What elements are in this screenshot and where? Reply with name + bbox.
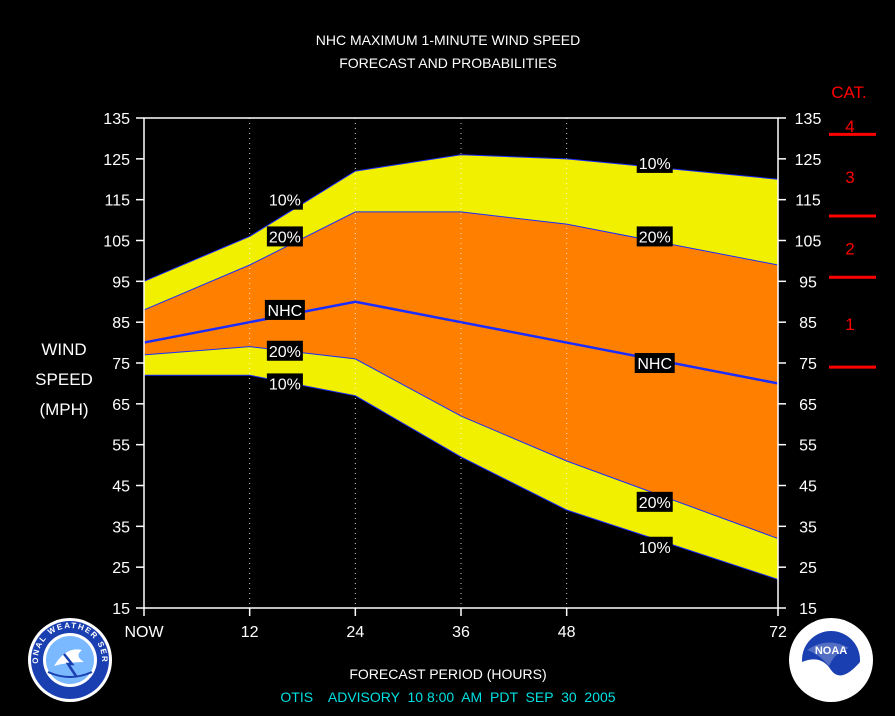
line-label-box-5 [636,152,673,173]
line-label-box-6 [636,226,673,247]
line-label-6: 20% [639,229,671,246]
line-label-8: 20% [639,495,671,512]
x-axis-label: FORECAST PERIOD (HOURS) [349,666,546,682]
y-tick-label-right-85: 85 [799,315,817,332]
y-tick-label-right-95: 95 [799,274,817,291]
line-label-7: NHC [637,356,672,373]
vertical-grid [249,118,568,608]
series-line-1 [143,211,779,311]
y-tick-label-left-65: 65 [112,397,130,414]
series-line-2 [143,300,779,385]
line-label-box-0 [266,189,303,210]
category-label-4: 4 [845,117,854,136]
y-axis-label-line3: (MPH) [39,400,88,419]
y-tick-label-right-55: 55 [799,438,817,455]
y-tick-label-right-125: 125 [795,152,822,169]
x-tick-label-36: 36 [452,624,470,641]
y-tick-label-left-15: 15 [112,601,130,618]
x-tick-label-NOW: NOW [124,624,164,641]
series-line-3 [143,346,779,540]
y-tick-label-left-25: 25 [112,560,130,577]
noaa-logo: NOAA [789,618,873,702]
category-label-2: 2 [845,240,854,259]
y-axis-label-line2: SPEED [35,370,93,389]
y-axis-right: 135 125 115 105 95 85 75 65 55 45 35 25 15 [778,111,821,618]
y-tick-label-right-25: 25 [799,560,817,577]
y-tick-label-right-35: 35 [799,519,817,536]
y-tick-label-left-55: 55 [112,438,130,455]
y-tick-label-left-35: 35 [112,519,130,536]
category-label-1: 1 [845,315,854,334]
line-label-box-3 [266,340,303,361]
y-tick-label-right-135: 135 [795,111,822,128]
line-label-5: 10% [639,156,671,173]
y-axis-label-line1: WIND [41,340,86,359]
y-tick-label-right-75: 75 [799,356,817,373]
line-label-box-1 [266,226,303,247]
advisory-line: OTIS ADVISORY 10 8:00 AM PDT SEP 30 2005 [280,689,615,705]
series-line-0 [143,154,779,282]
y-axis-left: 135 125 115 105 95 85 75 65 55 45 35 25 15 [103,111,144,618]
line-label-2: NHC [268,303,303,320]
chart-title-line2: FORECAST AND PROBABILITIES [339,55,557,71]
category-title: CAT. [831,83,867,102]
y-tick-label-left-45: 45 [112,479,130,496]
line-label-box-4 [266,373,303,394]
x-tick-label-72: 72 [769,624,787,641]
x-axis: NOW 12 24 36 48 72 [124,608,787,641]
line-label-box-9 [636,536,673,557]
y-tick-label-left-125: 125 [103,152,130,169]
y-tick-label-right-115: 115 [795,193,821,210]
x-tick-label-48: 48 [558,624,576,641]
line-label-box-7 [634,353,675,373]
line-label-4: 10% [269,376,301,393]
noaa-logo-text: NOAA [815,645,847,657]
line-label-3: 20% [269,344,301,361]
line-label-box-2 [264,299,305,320]
line-labels: 10% 20% NHC 20% 10% 10% 20% NHC 20% 10% [264,152,675,557]
y-tick-label-right-15: 15 [799,601,817,618]
y-tick-label-right-65: 65 [799,397,817,414]
category-scale: CAT. 1 2 3 4 [829,83,876,369]
series-lines [143,154,779,580]
y-tick-label-right-105: 105 [795,234,822,251]
band-20-percent [144,211,778,539]
category-label-3: 3 [845,168,854,187]
y-tick-label-left-135: 135 [103,111,130,128]
x-tick-label-12: 12 [241,624,259,641]
line-label-0: 10% [269,193,301,210]
y-tick-label-left-95: 95 [112,274,130,291]
y-tick-label-left-115: 115 [104,193,130,210]
x-tick-label-24: 24 [346,624,364,641]
series-line-4 [144,374,779,580]
line-label-1: 20% [269,229,301,246]
line-label-9: 10% [639,540,671,557]
y-tick-label-left-75: 75 [112,356,130,373]
probability-bands [144,154,778,580]
line-label-box-8 [636,491,673,512]
nws-logo: NATIONAL WEATHER SERVICE [28,618,112,702]
y-tick-label-right-45: 45 [799,479,817,496]
y-tick-label-left-85: 85 [112,315,130,332]
chart-title-line1: NHC MAXIMUM 1-MINUTE WIND SPEED [316,32,580,48]
y-tick-label-left-105: 105 [103,234,130,251]
